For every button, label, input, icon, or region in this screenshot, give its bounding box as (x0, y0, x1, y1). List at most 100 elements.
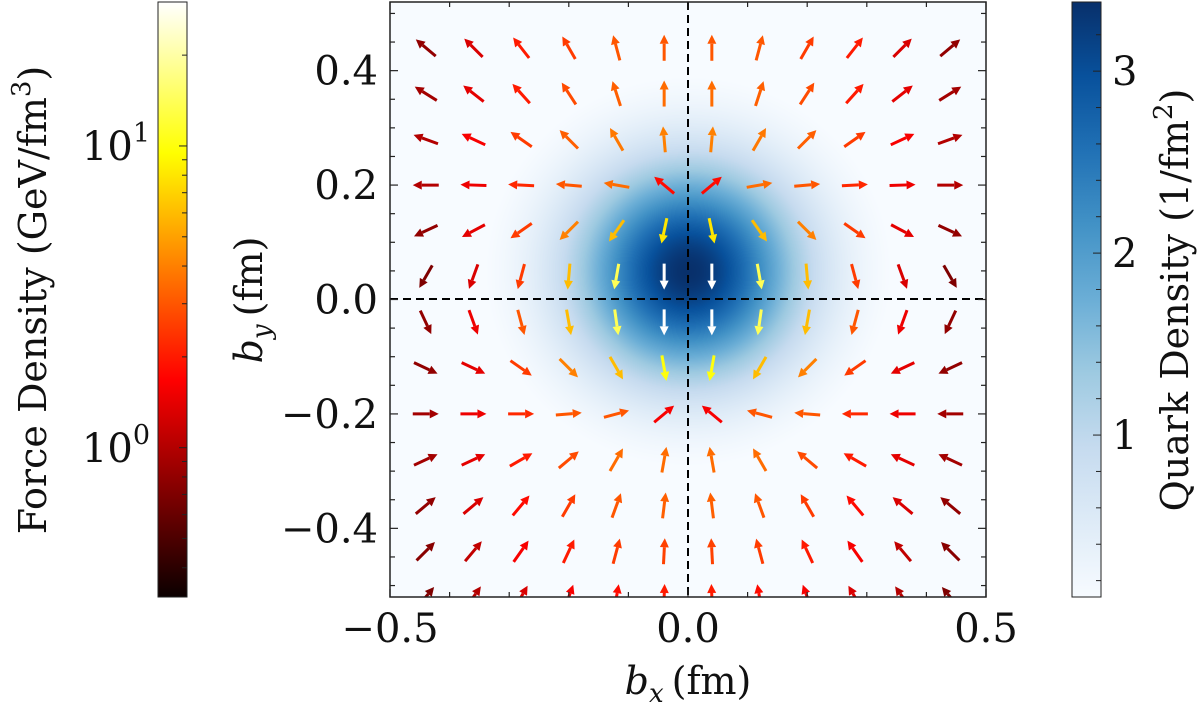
force-arrow (845, 83, 864, 105)
force-arrow (841, 409, 868, 419)
force-arrow-head (378, 543, 388, 552)
force-arrow (941, 542, 961, 562)
force-arrow (701, 405, 723, 424)
force-arrow-head (429, 409, 439, 419)
force-arrow-head (572, 409, 582, 419)
force-arrow-shaft (413, 456, 431, 467)
force-arrow-shaft (564, 135, 580, 150)
force-arrow-head (419, 277, 428, 288)
force-arrow-shaft (995, 503, 1009, 513)
force-arrow-shaft (613, 43, 622, 61)
density-colorbar (1071, 1, 1102, 598)
force-arrow (654, 176, 676, 195)
force-arrow-shaft (754, 89, 763, 107)
force-arrow-head (707, 34, 717, 44)
force-arrow (798, 357, 818, 378)
force-arrow-shaft (469, 183, 487, 188)
force-arrow (460, 409, 487, 419)
force-arrow (508, 180, 535, 190)
force-arrow-head (461, 228, 473, 237)
force-arrow-shaft (660, 355, 667, 373)
force-arrow (753, 356, 768, 380)
force-arrow-head (555, 180, 566, 190)
force-arrow-head (941, 542, 951, 552)
force-arrow-head (610, 81, 620, 92)
force-arrow-shaft (751, 135, 763, 152)
force-arrow-head (844, 366, 855, 376)
force-arrow (754, 584, 764, 597)
force-arrow (801, 539, 815, 564)
force-arrow-shaft (462, 501, 478, 515)
force-arrow-shaft (890, 136, 907, 147)
force-arrow-shaft (709, 501, 715, 519)
force-arrow (659, 309, 669, 336)
force-arrow-head (985, 372, 986, 373)
force-arrow-shaft (608, 356, 620, 373)
force-arrow (461, 133, 486, 147)
force-arrow-head (461, 133, 472, 142)
force-arrow (794, 180, 821, 190)
force-arrow-shaft (661, 547, 666, 565)
force-arrow-shaft (851, 547, 864, 563)
force-arrow-head (753, 448, 762, 459)
force-arrow (894, 541, 913, 563)
force-arrow-shaft (896, 263, 906, 281)
force-arrow (753, 493, 766, 519)
force-arrow-head (612, 325, 622, 336)
force-arrow (659, 584, 669, 597)
force-arrow-head (566, 539, 575, 550)
force-arrow (942, 264, 957, 288)
force-arrow-head (938, 453, 949, 463)
force-arrow (413, 361, 438, 374)
force-arrow (707, 80, 717, 107)
density-colorbar-label: Quark Density (1/fm2) (1149, 89, 1197, 512)
force-arrow (463, 85, 485, 103)
force-arrow-head (563, 280, 573, 290)
force-arrow-head (379, 498, 389, 507)
force-arrow (707, 217, 718, 244)
force-arrow-head (475, 365, 486, 374)
force-arrow (561, 494, 576, 518)
force-arrow (796, 220, 817, 241)
force-arrow-shaft (796, 220, 812, 235)
force-arrow (464, 38, 484, 59)
force-arrow (460, 180, 487, 190)
force-arrow-head (613, 538, 622, 549)
force-arrow-shaft (899, 309, 909, 327)
force-arrow-head (427, 365, 438, 374)
force-arrow-shaft (755, 411, 773, 419)
force-arrow-shaft (946, 592, 953, 597)
force-arrow-head (849, 325, 859, 335)
force-arrow-head (413, 228, 425, 237)
y-tick-label: 0.0 (314, 278, 378, 324)
force-arrow-shaft (757, 592, 762, 597)
force-arrow-shaft (564, 183, 582, 188)
force-arrow (467, 263, 480, 289)
force-arrow-head (756, 35, 765, 46)
force-arrow-shaft (662, 135, 667, 153)
force-arrow-shaft (803, 412, 821, 417)
force-arrow (746, 408, 773, 419)
force-arrow-shaft (608, 455, 620, 472)
force-arrow (985, 372, 986, 373)
force-arrow (660, 446, 670, 473)
force-arrow-head (565, 584, 575, 595)
force-arrow-head (609, 231, 618, 242)
force-arrow-head (801, 539, 810, 550)
force-arrow-head (951, 228, 963, 237)
plot-frame (389, 1, 987, 598)
force-arrow (892, 497, 914, 515)
force-arrow-head (660, 446, 670, 457)
force-arrow (844, 359, 867, 376)
force-arrow-shaft (755, 263, 762, 281)
force-arrow (984, 413, 986, 415)
force-arrow-head (950, 39, 961, 49)
force-arrow-head (890, 365, 901, 374)
force-arrow-shaft (421, 136, 439, 146)
force-arrow-head (758, 231, 767, 242)
force-arrow-shaft (803, 455, 819, 470)
force-arrow-head (519, 540, 529, 551)
force-arrow (412, 180, 439, 190)
force-arrow-head (467, 278, 477, 289)
force-arrow-shaft (946, 547, 961, 562)
